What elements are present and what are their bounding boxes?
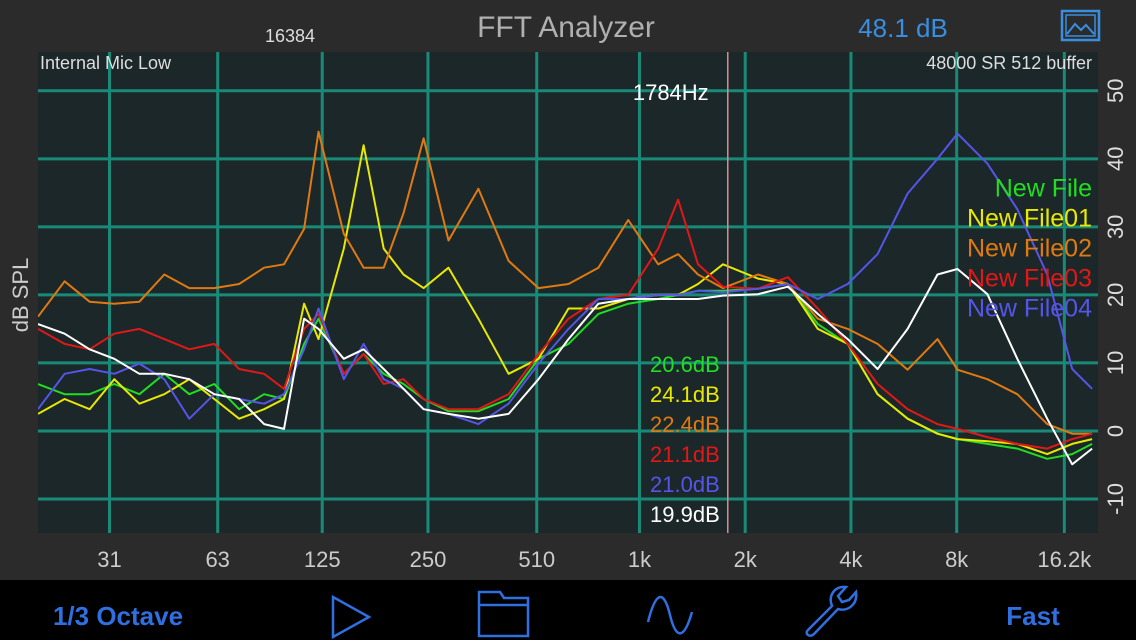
x-tick-label: 63 [205, 547, 229, 572]
resolution-button[interactable]: 1/3 Octave [53, 601, 183, 631]
y-tick-label: 20 [1103, 283, 1128, 307]
cursor-readout: 21.0dB [650, 472, 720, 497]
legend-entry: New File02 [967, 235, 1092, 263]
legend-entry: New File [995, 175, 1092, 203]
trace [38, 268, 1093, 466]
settings-label: 48000 SR 512 buffer [926, 53, 1092, 73]
app-title: FFT Analyzer [477, 11, 655, 44]
traces [38, 130, 1093, 466]
y-tick-label: 40 [1103, 147, 1128, 171]
x-tick-label: 4k [839, 547, 863, 572]
x-tick-label: 125 [304, 547, 341, 572]
x-tick-label: 31 [97, 547, 121, 572]
y-tick-label: 0 [1103, 425, 1128, 437]
speed-button[interactable]: Fast [1006, 601, 1060, 631]
signal-button[interactable] [646, 595, 694, 635]
grid [38, 52, 1098, 533]
cursor-readout: 21.1dB [650, 442, 720, 467]
cursor-readout: 22.4dB [650, 412, 720, 437]
cursor-readout: 19.9dB [650, 502, 720, 527]
input-label: Internal Mic Low [40, 53, 172, 73]
legend-entry: New File01 [967, 205, 1092, 233]
y-axis-label: dB SPL [8, 258, 33, 333]
cursor-readout: 20.6dB [650, 352, 720, 377]
fft-size: 16384 [265, 26, 315, 46]
trace [38, 132, 1093, 426]
x-tick-label: 250 [410, 547, 447, 572]
trace [38, 198, 1093, 450]
chart-labels: -10 0 10 20 30 40 50 31 63 125 250 510 1k 2k 4k 8k 16.2k… [97, 52, 1128, 572]
play-button[interactable] [331, 594, 372, 640]
cursor-label: 1784Hz [633, 80, 709, 105]
x-tick-label: 510 [518, 547, 555, 572]
cursor-readout: 24.1dB [650, 382, 720, 407]
x-tick-label: 1k [628, 547, 652, 572]
y-tick-label: -10 [1103, 483, 1128, 515]
legend-entry: New File03 [967, 265, 1092, 293]
y-tick-label: 10 [1103, 351, 1128, 375]
y-tick-label: 30 [1103, 215, 1128, 239]
y-tick-label: 50 [1103, 79, 1128, 103]
trace [38, 130, 1093, 435]
legend-entry: New File04 [967, 295, 1092, 323]
x-tick-label: 16.2k [1037, 547, 1092, 572]
image-button[interactable] [1060, 9, 1101, 42]
x-tick-label: 2k [734, 547, 758, 572]
plot-area [38, 52, 1098, 533]
x-tick-label: 8k [945, 547, 969, 572]
toolbar [0, 580, 1136, 640]
level-readout: 48.1 dB [858, 13, 948, 43]
folder-button[interactable] [477, 590, 530, 638]
trace [38, 144, 1093, 456]
settings-button[interactable] [805, 585, 858, 637]
